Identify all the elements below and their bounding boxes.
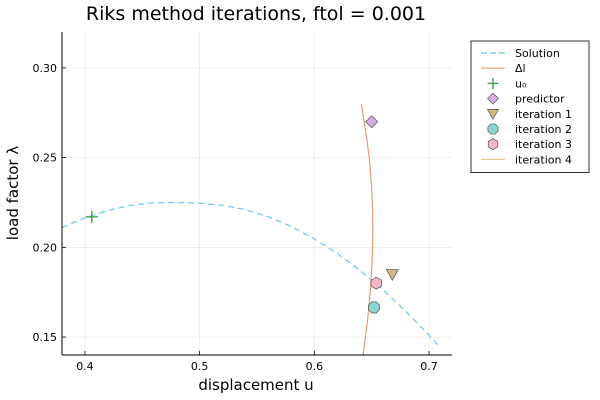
y-tick-label: 0.15: [33, 331, 58, 344]
legend-swatch-iteration-3: [487, 138, 499, 151]
series-line-solution: [62, 201, 441, 349]
x-axis-ticks: 0.4 0.5 0.6 0.7: [76, 351, 438, 373]
legend: Solution Δl u₀ predictor iteration 1 iteratio…: [470, 40, 590, 174]
plot-frame: [61, 32, 452, 356]
y-axis-label: load factor λ: [4, 146, 22, 241]
y-axis-ticks: 0.15 0.20 0.25 0.30: [33, 62, 66, 344]
data-point-iteration-1: [385, 269, 399, 281]
legend-label-iteration-1: iteration 1: [515, 108, 572, 121]
grid: [62, 32, 452, 355]
y-tick-label: 0.30: [33, 62, 58, 75]
data-point-predictor: [365, 115, 379, 129]
legend-label-predictor: predictor: [515, 93, 565, 106]
chart-title: Riks method iterations, ftol = 0.001: [86, 3, 426, 25]
x-tick-label: 0.4: [76, 360, 94, 373]
legend-swatch-predictor: [487, 92, 499, 105]
data-point-u: [85, 210, 98, 223]
legend-swatch-iteration-1: [486, 109, 500, 121]
data-point-iteration-2: [368, 301, 380, 314]
x-tick-label: 0.6: [306, 360, 324, 373]
legend-label-iteration-4: iteration 4: [515, 153, 572, 166]
y-tick-label: 0.20: [33, 241, 58, 254]
legend-label-iteration-3: iteration 3: [515, 138, 572, 151]
series-markers: [85, 115, 399, 314]
legend-label-iteration-2: iteration 2: [515, 123, 572, 136]
legend-swatch-u: [487, 77, 499, 89]
data-point-iteration-3: [370, 276, 382, 290]
legend-label-l: Δl: [515, 62, 526, 75]
x-tick-label: 0.5: [191, 360, 209, 373]
legend-label-u: u₀: [515, 77, 527, 90]
x-axis-label: displacement u: [198, 376, 313, 394]
legend-label-solution: Solution: [515, 47, 560, 60]
y-tick-label: 0.25: [33, 152, 58, 165]
x-tick-label: 0.7: [420, 360, 438, 373]
legend-swatch-iteration-2: [487, 123, 499, 135]
series-lines: [62, 103, 441, 355]
legend-box: [470, 40, 590, 174]
series-line-l: [360, 103, 374, 355]
